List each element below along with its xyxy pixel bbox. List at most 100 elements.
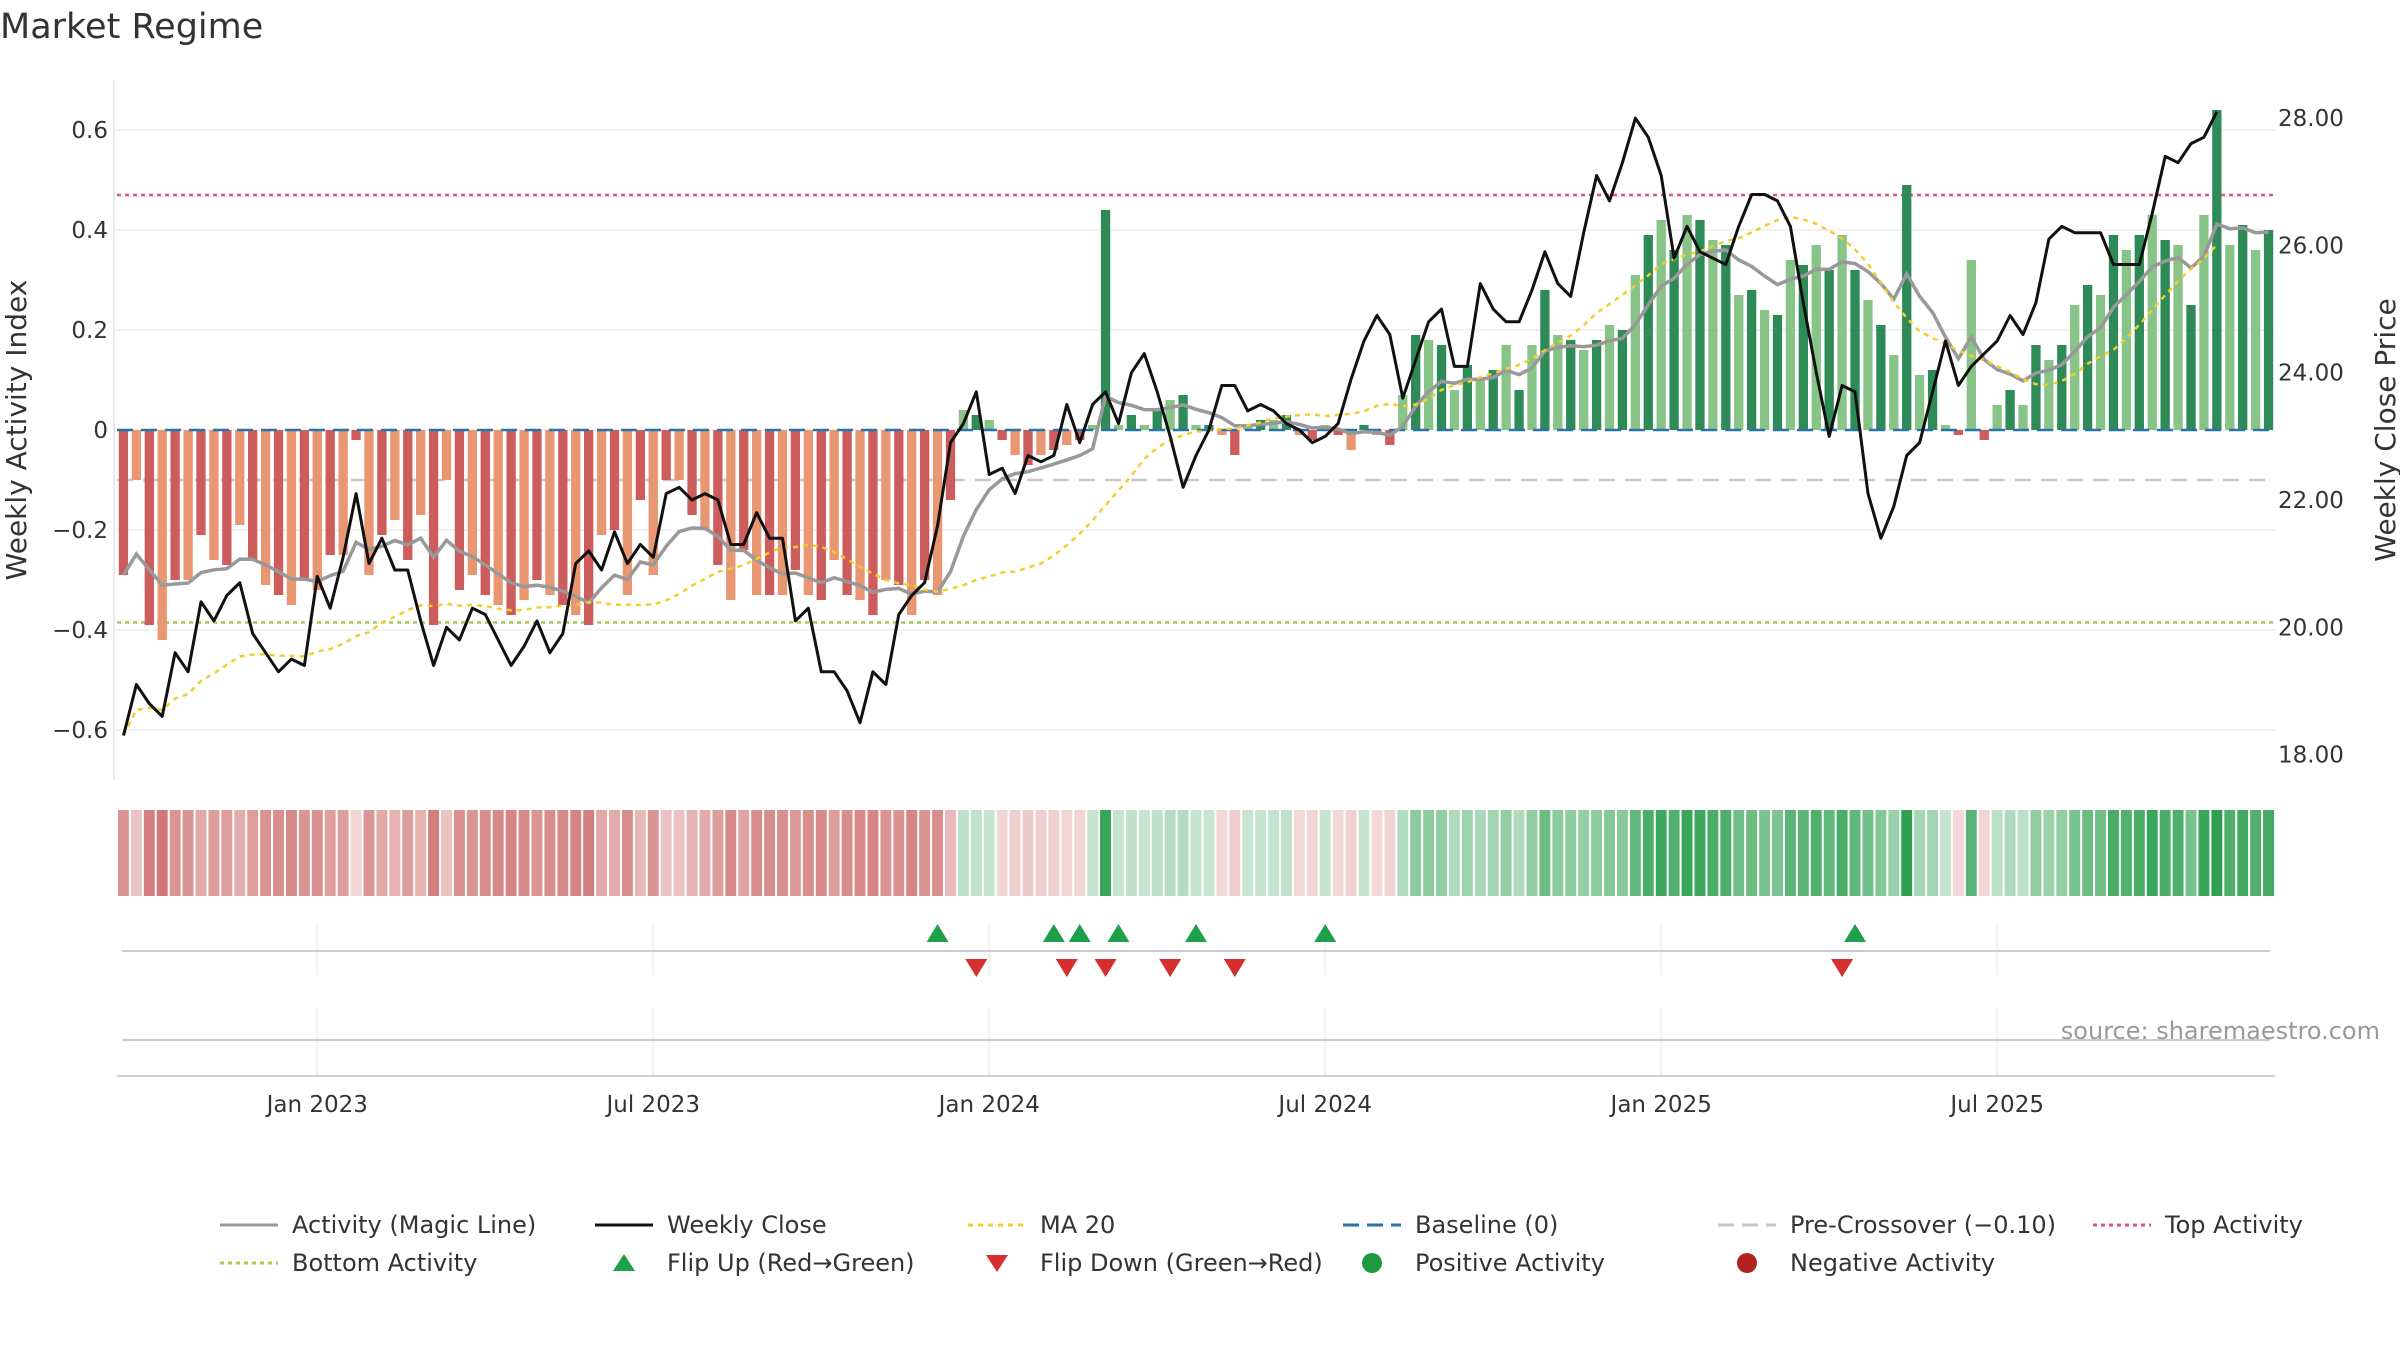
activity-bar [622, 430, 633, 595]
regime-cell [2263, 810, 2274, 896]
regime-cell [1655, 810, 1667, 896]
regime-cell [1694, 810, 1706, 896]
activity-bar [739, 430, 749, 550]
activity-bar [932, 430, 943, 595]
legend-label: Negative Activity [1790, 1249, 1995, 1277]
activity-bar [1785, 260, 1796, 430]
activity-bar [1992, 405, 2002, 430]
activity-bar [1307, 430, 1317, 440]
regime-cell [402, 810, 414, 896]
regime-cell [932, 810, 944, 896]
regime-cell [2030, 810, 2042, 896]
regime-cell [1345, 810, 1357, 896]
regime-cell [673, 810, 685, 896]
y2-tick-label: 20.00 [2278, 615, 2344, 641]
activity-bar [2134, 235, 2144, 430]
legend-label: Flip Down (Green→Red) [1040, 1249, 1323, 1277]
regime-cell [880, 810, 892, 896]
activity-bar [2095, 295, 2106, 430]
regime-cell [621, 810, 633, 896]
y-tick-label: −0.4 [52, 618, 108, 644]
flip-down-marker [1159, 959, 1182, 977]
activity-bar [1940, 425, 1951, 430]
activity-bar [842, 430, 852, 595]
x-tick-label: Jan 2024 [937, 1092, 1040, 1118]
x-tick-label: Jul 2024 [1276, 1092, 1372, 1118]
regime-cell [1616, 810, 1628, 896]
activity-bar [1540, 290, 1550, 430]
regime-cell [415, 810, 427, 896]
legend-label: Bottom Activity [292, 1249, 477, 1277]
x-tick-label: Jan 2025 [1609, 1092, 1712, 1118]
activity-bar [700, 430, 710, 530]
activity-bar [144, 430, 154, 625]
regime-cell [1940, 810, 1951, 896]
regime-cell [1487, 810, 1499, 896]
regime-cell [531, 810, 543, 896]
legend-item: MA 20 [968, 1211, 1115, 1239]
legend-swatch [986, 1255, 1008, 1272]
activity-bar [609, 430, 620, 530]
regime-cell [208, 810, 220, 896]
activity-bars [118, 110, 2274, 640]
activity-bar [596, 430, 607, 535]
regime-cell [764, 810, 776, 896]
regime-cell [376, 810, 388, 896]
activity-bar [1579, 350, 1589, 430]
activity-bar [2173, 245, 2183, 430]
regime-cell [1901, 810, 1913, 896]
flip-up-marker [1042, 924, 1065, 942]
regime-cell [906, 810, 918, 896]
activity-bar [209, 430, 219, 560]
activity-bar [1772, 315, 1783, 430]
regime-cell [751, 810, 763, 896]
activity-bar [945, 430, 956, 500]
regime-cell [1978, 810, 1990, 896]
regime-cell [1991, 810, 2003, 896]
regime-cell [802, 810, 814, 896]
activity-bar [764, 430, 775, 595]
activity-bar [1759, 310, 1770, 430]
regime-cell [841, 810, 853, 896]
regime-cell [2017, 810, 2029, 896]
activity-bar [661, 430, 671, 480]
activity-bar [1902, 185, 1912, 430]
regime-cell [311, 810, 323, 896]
regime-cell [130, 810, 142, 896]
regime-cell [815, 810, 827, 896]
regime-cell [1823, 810, 1835, 896]
activity-bar [803, 430, 813, 595]
activity-bar [1927, 370, 1938, 430]
activity-bar [1953, 430, 1964, 435]
activity-bar [532, 430, 542, 580]
activity-bar [1682, 215, 1692, 430]
regime-cell [1642, 810, 1654, 896]
activity-bar [1850, 270, 1860, 430]
regime-cell [686, 810, 698, 896]
flip-markers-panel [122, 924, 2270, 977]
activity-bar [312, 430, 322, 590]
x-axis-ticks: Jan 2023 Jul 2023 Jan 2024 Jul 2024 Jan 2025… [265, 1092, 2044, 1118]
y2-tick-label: 18.00 [2278, 743, 2344, 769]
regime-cell [1604, 810, 1615, 896]
regime-cell [660, 810, 672, 896]
regime-cell [1810, 810, 1822, 896]
activity-bar [2186, 305, 2196, 430]
regime-cell [1022, 810, 1034, 896]
activity-bar [286, 430, 297, 605]
flip-up-marker [1107, 924, 1130, 942]
regime-cell [195, 810, 207, 896]
activity-bar [1075, 430, 1085, 440]
regime-cell [1578, 810, 1590, 896]
activity-bar [997, 430, 1007, 440]
flip-up-marker [1068, 924, 1091, 942]
regime-cell [428, 810, 440, 896]
y-tick-label: −0.2 [52, 518, 108, 544]
regime-cell [2133, 810, 2145, 896]
activity-bar [2005, 390, 2015, 430]
activity-bar [1062, 430, 1072, 445]
regime-cell [789, 810, 801, 896]
regime-cell [1410, 810, 1422, 896]
regime-cell [2185, 810, 2197, 896]
regime-cell [143, 810, 155, 896]
